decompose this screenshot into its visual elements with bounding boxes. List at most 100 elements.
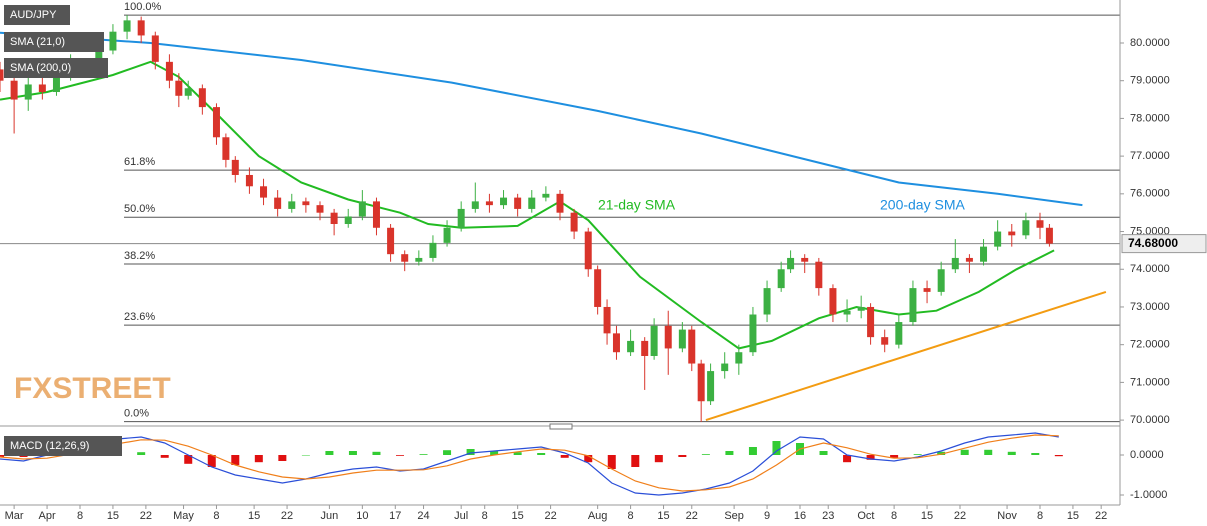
x-tick-label: 24: [417, 510, 429, 522]
histogram-bar: [584, 455, 593, 463]
histogram-bar: [772, 441, 781, 455]
candle-body: [358, 201, 366, 217]
candle-body: [650, 325, 658, 356]
candle-body: [603, 306, 611, 334]
candle-body: [570, 212, 578, 232]
histogram-bar: [607, 455, 616, 469]
fib-label: 38.2%: [124, 250, 155, 262]
candle-body: [980, 246, 988, 262]
fib-label: 0.0%: [124, 408, 149, 420]
x-tick-label: 8: [77, 510, 83, 522]
histogram-bar: [207, 455, 216, 467]
candle-body: [184, 88, 192, 96]
x-tick-label: 15: [512, 510, 524, 522]
histogram-bar: [513, 452, 522, 455]
legend-entry: SMA (200,0): [10, 62, 71, 74]
x-tick-label: Sep: [724, 510, 744, 522]
histogram-bar: [537, 453, 546, 455]
candle-body: [387, 227, 395, 255]
x-tick-label: May: [173, 510, 194, 522]
candle-body: [881, 337, 889, 345]
x-tick-label: Jul: [454, 510, 468, 522]
x-tick-label: 8: [891, 510, 897, 522]
fib-label: 61.8%: [124, 156, 155, 168]
candle-body: [330, 212, 338, 225]
histogram-bar: [560, 455, 569, 458]
histogram-bar: [137, 452, 146, 455]
price-tag-label: 74.68000: [1128, 236, 1178, 250]
candle-body: [787, 257, 795, 270]
candle-body: [109, 31, 117, 51]
legend-box: [4, 5, 70, 25]
candle-body: [10, 80, 18, 100]
candle-body: [1022, 220, 1030, 236]
y-tick-label: 78.0000: [1130, 112, 1170, 124]
candle-body: [123, 20, 131, 32]
candle-body: [707, 371, 715, 402]
candle-body: [528, 197, 536, 209]
histogram-bar: [866, 455, 875, 460]
x-tick-label: 22: [281, 510, 293, 522]
histogram-bar: [396, 455, 404, 456]
histogram-bar: [325, 451, 334, 455]
candle-body: [514, 197, 522, 209]
macd-title: MACD (12,26,9): [10, 440, 89, 452]
x-tick-label: 22: [954, 510, 966, 522]
x-tick-label: 10: [356, 510, 368, 522]
x-tick-label: 22: [1095, 510, 1107, 522]
y-tick-label: 76.0000: [1130, 188, 1170, 200]
logo: FXSTREET: [14, 372, 171, 405]
candle-body: [24, 84, 32, 100]
candle-body: [165, 61, 173, 81]
candle-body: [749, 314, 757, 353]
x-tick-label: Jun: [321, 510, 339, 522]
candle-body: [415, 257, 423, 262]
candle-body: [175, 80, 183, 96]
sma-line: [0, 31, 1083, 207]
x-tick-label: Nov: [997, 510, 1017, 522]
candle-body: [735, 352, 743, 364]
histogram-bar: [654, 455, 663, 463]
candle-body: [38, 84, 46, 93]
histogram-bar: [725, 451, 734, 455]
legend-entry: SMA (21,0): [10, 36, 65, 48]
candle-body: [857, 306, 865, 311]
candle-body: [471, 201, 479, 209]
histogram-bar: [960, 449, 969, 455]
candle-body: [1036, 220, 1044, 228]
x-tick-label: Mar: [5, 510, 24, 522]
candle-body: [556, 193, 564, 213]
y-tick-label: 77.0000: [1130, 150, 1170, 162]
histogram-bar: [701, 454, 710, 455]
legend-box: [4, 58, 108, 78]
x-tick-label: 15: [921, 510, 933, 522]
fib-label: 50.0%: [124, 203, 155, 215]
candle-body: [457, 208, 465, 228]
candle-body: [316, 205, 324, 213]
candle-body: [542, 193, 550, 198]
y-tick-label: 72.0000: [1130, 339, 1170, 351]
price-tag: [1121, 234, 1207, 254]
histogram-bar: [984, 449, 993, 455]
candle-body: [429, 242, 437, 258]
candle-body: [372, 201, 380, 228]
trend-line: [705, 290, 1107, 422]
y-tick-label: 79.0000: [1130, 75, 1170, 87]
y-tick-label: 71.0000: [1130, 376, 1170, 388]
x-tick-label: 15: [248, 510, 260, 522]
x-tick-label: 16: [794, 510, 806, 522]
histogram-bar: [678, 455, 687, 457]
candle-body: [829, 288, 837, 315]
plot-area: 100.0% 61.8% 50.0% 38.2% 23.6% 0.0%: [0, 1, 1120, 496]
candle-body: [923, 288, 931, 292]
histogram-bar: [443, 450, 452, 455]
candle-body: [302, 201, 310, 206]
x-tick-label: 15: [107, 510, 119, 522]
candle-body: [994, 231, 1002, 247]
candle-body: [843, 310, 851, 315]
x-tick-label: 9: [764, 510, 770, 522]
candle-body: [151, 35, 159, 62]
candle-body: [937, 269, 945, 292]
x-tick-label: Apr: [38, 510, 55, 522]
